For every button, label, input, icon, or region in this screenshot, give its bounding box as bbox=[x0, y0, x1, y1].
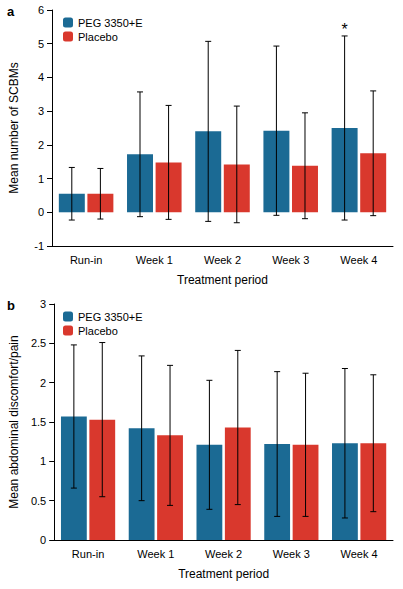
svg-text:1.5: 1.5 bbox=[31, 416, 46, 428]
svg-text:0: 0 bbox=[38, 206, 44, 218]
svg-text:Run-in: Run-in bbox=[72, 548, 104, 560]
svg-text:3: 3 bbox=[38, 105, 44, 117]
svg-text:6: 6 bbox=[38, 4, 44, 16]
svg-text:Week 4: Week 4 bbox=[340, 254, 377, 266]
svg-text:PEG 3350+E: PEG 3350+E bbox=[78, 17, 143, 29]
svg-text:-1: -1 bbox=[34, 240, 44, 252]
svg-text:Mean number of SCBMs: Mean number of SCBMs bbox=[7, 62, 21, 193]
svg-text:Week 3: Week 3 bbox=[273, 548, 310, 560]
svg-text:2: 2 bbox=[40, 377, 46, 389]
svg-text:1: 1 bbox=[40, 455, 46, 467]
svg-text:Week 1: Week 1 bbox=[137, 548, 174, 560]
svg-text:Treatment period: Treatment period bbox=[177, 273, 268, 287]
svg-text:Run-in: Run-in bbox=[70, 254, 102, 266]
svg-text:0.5: 0.5 bbox=[31, 495, 46, 507]
svg-text:Mean abdominal discomfort/pain: Mean abdominal discomfort/pain bbox=[7, 335, 21, 508]
svg-text:b: b bbox=[7, 298, 15, 313]
svg-text:Week 3: Week 3 bbox=[272, 254, 309, 266]
svg-text:1: 1 bbox=[38, 173, 44, 185]
svg-text:*: * bbox=[341, 21, 347, 38]
svg-text:Week 2: Week 2 bbox=[205, 548, 242, 560]
svg-text:Week 4: Week 4 bbox=[341, 548, 378, 560]
svg-text:5: 5 bbox=[38, 38, 44, 50]
svg-text:2: 2 bbox=[38, 139, 44, 151]
svg-text:2.5: 2.5 bbox=[31, 337, 46, 349]
svg-text:Treatment period: Treatment period bbox=[178, 567, 269, 581]
svg-text:a: a bbox=[7, 4, 15, 19]
svg-text:Placebo: Placebo bbox=[78, 325, 118, 337]
svg-text:Placebo: Placebo bbox=[78, 31, 118, 43]
svg-text:3: 3 bbox=[40, 298, 46, 310]
svg-text:Week 1: Week 1 bbox=[136, 254, 173, 266]
svg-text:4: 4 bbox=[38, 71, 44, 83]
svg-text:PEG 3350+E: PEG 3350+E bbox=[78, 311, 143, 323]
svg-text:0: 0 bbox=[40, 534, 46, 546]
svg-text:Week 2: Week 2 bbox=[204, 254, 241, 266]
